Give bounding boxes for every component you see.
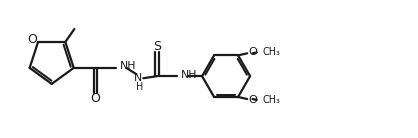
Text: CH₃: CH₃ [262,47,280,57]
Text: NH: NH [181,70,198,79]
Text: O: O [90,92,100,105]
Text: NH: NH [120,61,136,71]
Text: O: O [28,33,38,46]
Text: O: O [249,47,258,57]
Text: S: S [153,40,161,53]
Text: CH₃: CH₃ [262,95,280,105]
Text: O: O [249,95,258,105]
Text: N: N [134,73,143,83]
Text: H: H [136,82,143,92]
